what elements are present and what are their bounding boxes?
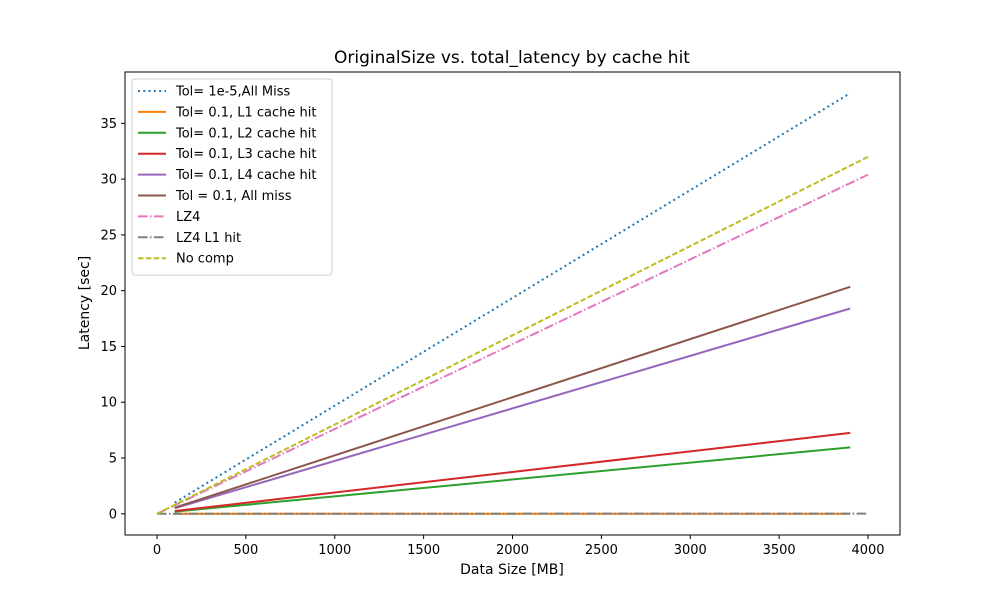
series-line-3 (175, 433, 850, 511)
series-line-4 (175, 309, 850, 509)
x-tick-label: 2000 (496, 543, 529, 558)
x-axis-label: Data Size [MB] (460, 562, 564, 578)
y-tick-label: 30 (100, 173, 117, 188)
legend-label-0: Tol= 1e-5,All Miss (175, 85, 291, 100)
legend-label-5: Tol = 0.1, All miss (175, 189, 292, 204)
y-axis-label: Latency [sec] (77, 256, 93, 350)
legend: Tol= 1e-5,All Miss Tol= 0.1, L1 cache hit… (132, 79, 332, 275)
y-tick-label: 20 (100, 284, 117, 299)
x-tick-label: 4000 (851, 543, 884, 558)
legend-label-4: Tol= 0.1, L4 cache hit (175, 168, 317, 183)
legend-label-6: LZ4 (176, 210, 200, 225)
x-tick-label: 1500 (407, 543, 440, 558)
x-tick-label: 1000 (318, 543, 351, 558)
y-tick-label: 35 (100, 117, 117, 132)
y-tick-label: 5 (109, 452, 117, 467)
y-tick-label: 10 (100, 396, 117, 411)
y-tick-label: 25 (100, 228, 117, 243)
legend-label-1: Tol= 0.1, L1 cache hit (175, 105, 317, 120)
x-tick-label: 2500 (585, 543, 618, 558)
legend-label-2: Tol= 0.1, L2 cache hit (175, 126, 317, 141)
legend-label-7: LZ4 L1 hit (176, 231, 241, 246)
y-tick-label: 15 (100, 340, 117, 355)
y-tick-label: 0 (109, 507, 117, 522)
chart-title: OriginalSize vs. total_latency by cache … (334, 48, 690, 68)
legend-label-8: No comp (176, 252, 234, 267)
legend-label-3: Tol= 0.1, L3 cache hit (175, 147, 317, 162)
x-tick-label: 3500 (763, 543, 796, 558)
series-line-5 (175, 287, 850, 508)
x-tick-label: 0 (153, 543, 161, 558)
x-tick-label: 3000 (674, 543, 707, 558)
x-tick-label: 500 (233, 543, 258, 558)
